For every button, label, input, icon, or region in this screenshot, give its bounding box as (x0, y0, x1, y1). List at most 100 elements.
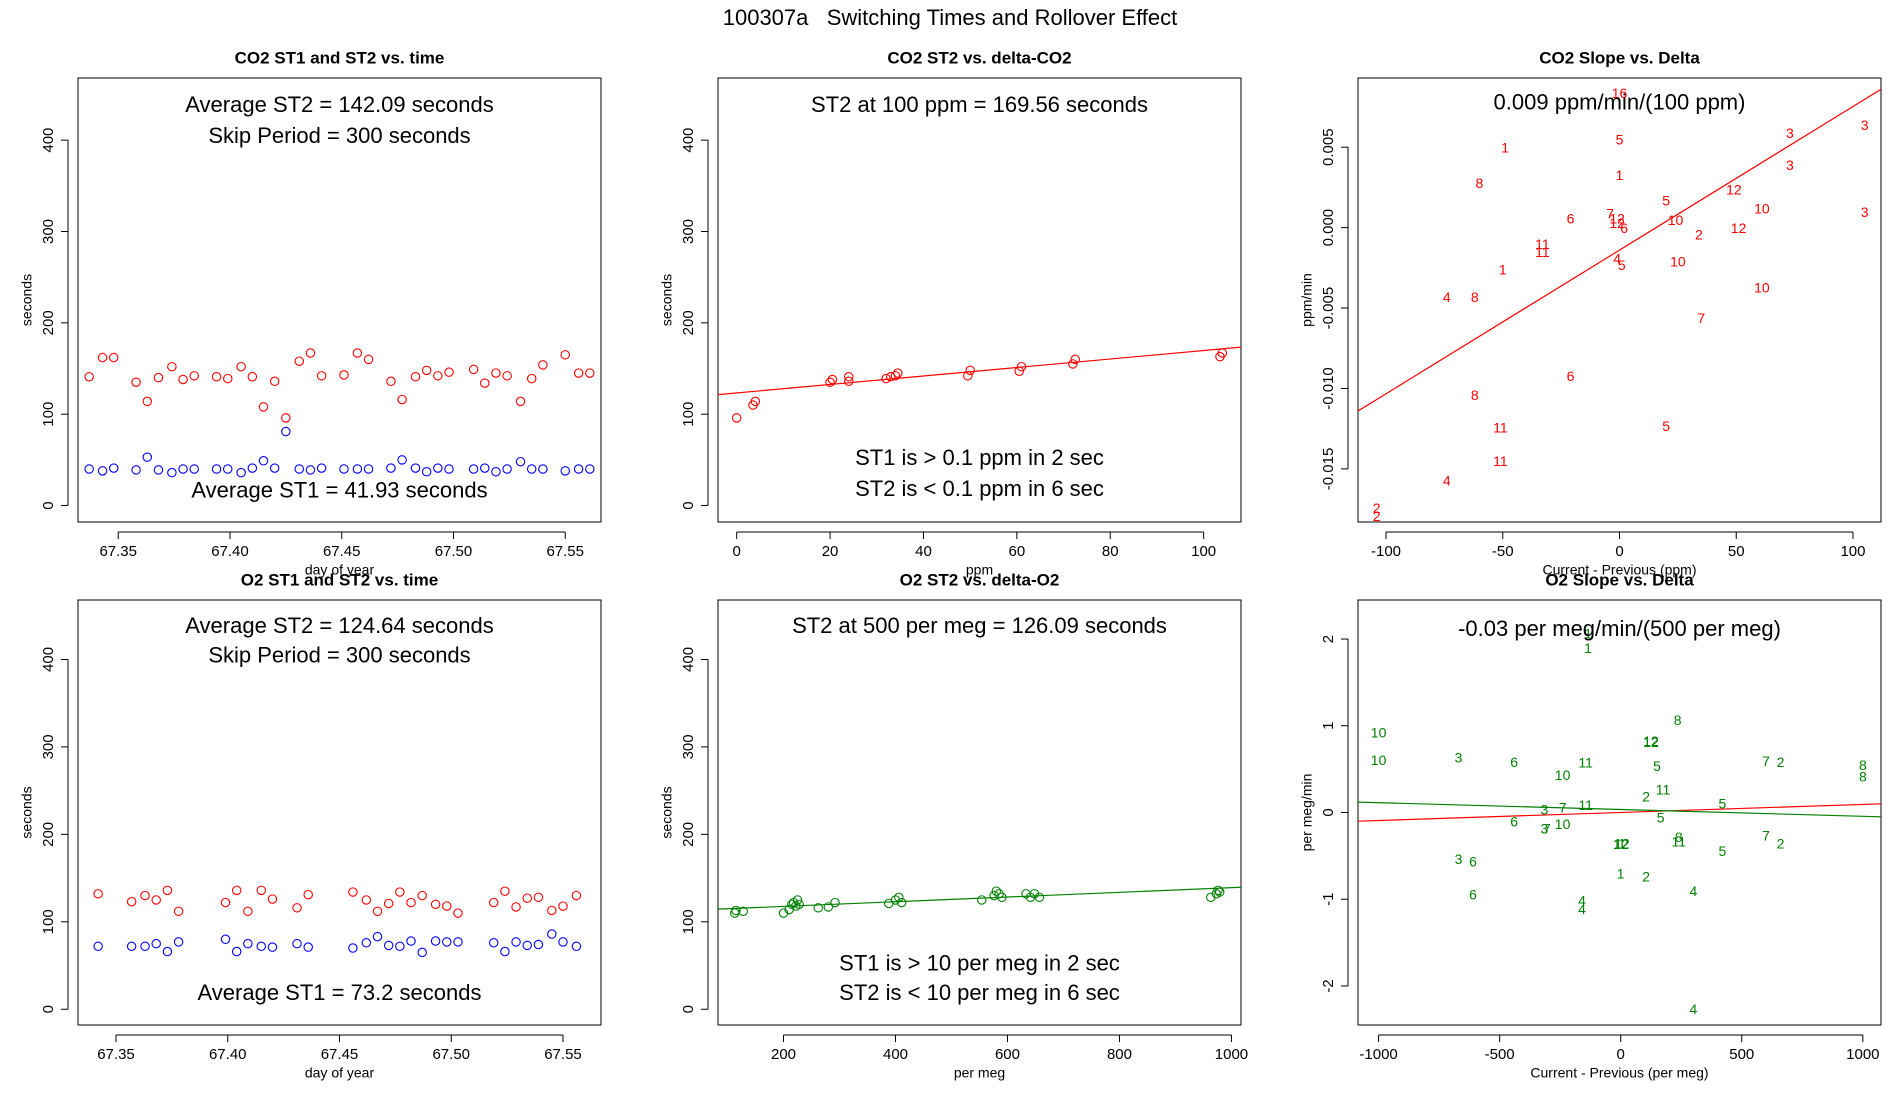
data-point (410, 371, 421, 382)
chart-co2-st2-delta: CO2 ST2 vs. delta-CO2 0 20 40 60 80 100 ppm 0 100… (659, 48, 1242, 578)
chart-title: CO2 ST1 and ST2 vs. time (235, 48, 445, 67)
x-tick-label: 67.50 (432, 1046, 470, 1063)
point-label: 8 (1471, 289, 1479, 305)
point-label: 7 (1559, 800, 1567, 816)
data-point (830, 897, 840, 908)
secondary-fit-line (1358, 801, 1881, 818)
data-point (153, 372, 164, 383)
point-label: 11 (1535, 236, 1550, 252)
annotation: ST1 is > 10 per meg in 2 sec (839, 950, 1120, 975)
y-tick-label: 200 (40, 822, 57, 847)
chart-title: O2 Slope vs. Delta (1545, 570, 1694, 589)
x-tick-label: 67.50 (435, 543, 473, 560)
series-st2 (731, 348, 1228, 423)
point-label: 7 (1762, 753, 1770, 769)
data-point (222, 464, 233, 474)
data-point (211, 371, 222, 382)
data-point (178, 374, 188, 385)
data-point (281, 413, 291, 423)
data-point (153, 465, 164, 475)
y-tick-label: 0 (40, 1005, 57, 1013)
point-label: 12 (1643, 734, 1659, 750)
x-tick-label: -100 (1371, 543, 1401, 560)
data-point (421, 467, 432, 477)
point-label: 6 (1567, 368, 1575, 384)
point-label: 6 (1469, 886, 1477, 902)
data-point (372, 906, 383, 917)
data-point (1070, 354, 1080, 365)
data-point (93, 889, 103, 899)
data-point (339, 464, 349, 474)
annotation: Average ST1 = 41.93 seconds (191, 478, 487, 503)
plot-area (718, 885, 1241, 918)
point-label: 10 (1371, 724, 1387, 740)
data-point (560, 466, 570, 476)
y-axis-label: seconds (659, 274, 675, 326)
data-point (109, 352, 119, 363)
point-label: 6 (1510, 754, 1518, 770)
fit-line (718, 346, 1241, 396)
data-point (538, 464, 548, 474)
y-tick-label: 0 (1320, 808, 1337, 816)
data-point (731, 413, 742, 423)
x-tick-label: 500 (1729, 1046, 1754, 1063)
x-tick-label: 67.55 (544, 1046, 582, 1063)
point-label: 7 (1697, 310, 1705, 326)
fit-line (1358, 88, 1881, 412)
data-point (211, 464, 222, 474)
data-point (231, 946, 242, 957)
x-tick-label: -50 (1492, 543, 1514, 560)
point-label: 7 (1606, 205, 1614, 221)
point-label: 4 (1689, 883, 1697, 899)
data-point (173, 906, 184, 917)
y-tick-label: 200 (40, 310, 57, 335)
point-label: 10 (1754, 201, 1770, 217)
point-label: 12 (1609, 210, 1625, 226)
data-point (142, 396, 153, 407)
annotation: ST2 at 100 ppm = 169.56 seconds (811, 92, 1148, 117)
data-point (397, 394, 407, 405)
point-label: 8 (1476, 175, 1484, 191)
data-point (813, 903, 823, 913)
data-point (444, 464, 454, 474)
data-point (151, 938, 161, 949)
x-tick-label: 67.40 (209, 1046, 247, 1063)
point-label: 3 (1861, 117, 1869, 133)
annotation: Average ST2 = 142.09 seconds (185, 92, 493, 117)
data-point (515, 396, 526, 407)
data-point (894, 892, 904, 903)
point-label: 3 (1541, 821, 1549, 837)
data-point (480, 378, 490, 388)
x-tick-label: 200 (771, 1046, 796, 1063)
data-point (386, 376, 396, 387)
point-label: 2 (1642, 788, 1650, 804)
data-point (292, 903, 302, 913)
data-point (1034, 892, 1045, 903)
y-tick-label: 0 (40, 501, 57, 509)
data-point (294, 356, 305, 366)
data-point (189, 464, 199, 474)
data-point (442, 901, 452, 911)
data-point (502, 464, 512, 474)
fit-line (718, 886, 1241, 910)
data-point (526, 373, 537, 384)
data-point (220, 897, 231, 908)
data-point (352, 464, 363, 474)
data-point (421, 365, 432, 376)
annotation: Average ST1 = 73.2 seconds (198, 980, 482, 1005)
x-tick-label: -1000 (1359, 1046, 1397, 1063)
data-point (573, 368, 584, 378)
data-point (316, 463, 327, 473)
data-point (488, 897, 499, 908)
data-point (220, 934, 231, 945)
data-point (267, 894, 278, 904)
data-point (976, 895, 987, 905)
y-tick-label: 100 (40, 402, 57, 427)
point-label: 5 (1662, 418, 1670, 434)
y-axis: 0 100 200 300 400 seconds (659, 647, 709, 1013)
x-axis-label: Current - Previous (ppm) (1542, 562, 1696, 578)
point-label: 1 (1616, 167, 1624, 183)
point-label: 10 (1555, 767, 1571, 783)
data-point (453, 937, 463, 947)
y-axis-label: seconds (19, 274, 35, 326)
